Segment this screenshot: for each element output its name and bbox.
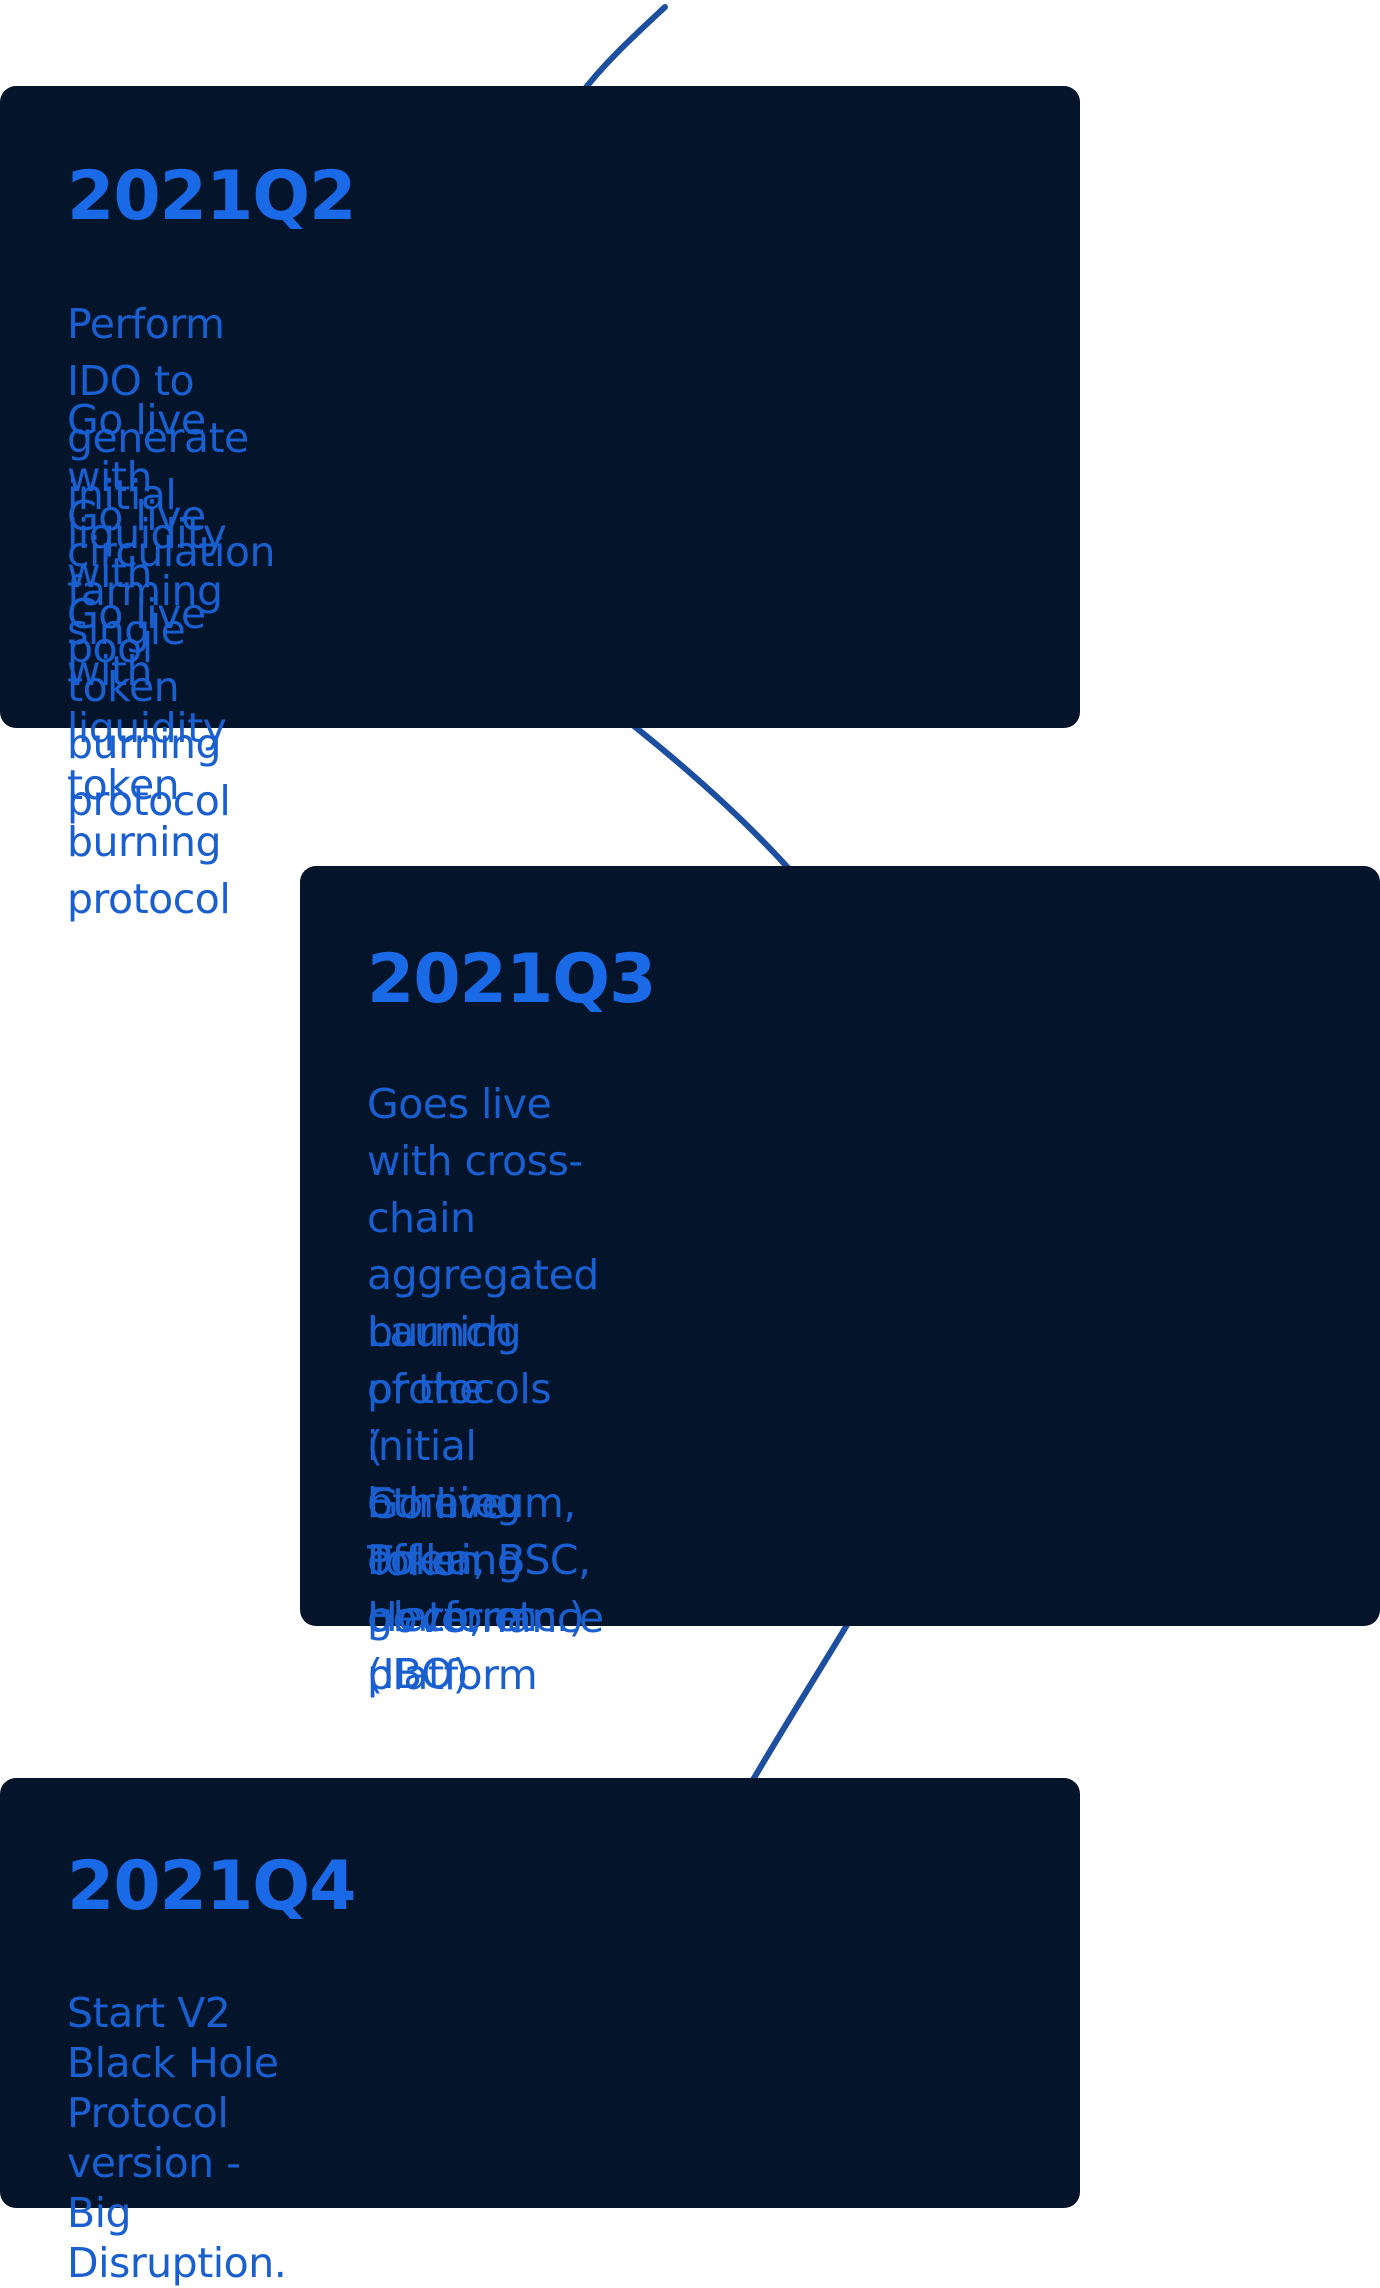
roadmap-card-2021q2: 2021Q2 Perform IDO to generate initial c…	[0, 86, 1080, 923]
card-title: 2021Q4	[67, 1847, 356, 1926]
card-title: 2021Q3	[367, 940, 656, 1019]
milestone-item: Go live with liquidity farming pool	[67, 396, 227, 672]
milestone-item: Goes live with cross-chain aggregated bu…	[367, 1080, 599, 1641]
timeline-connectors	[577, 4, 853, 1788]
connector-q2-q3	[617, 712, 793, 873]
milestone-item: Start V2 Black Hole Protocol version - B…	[67, 1989, 287, 2287]
milestone-item: Go live Token governance platform	[367, 1480, 604, 1699]
roadmap-card-2021q4: 2021Q4 Start V2 Black Hole Protocol vers…	[0, 1778, 1080, 2287]
roadmap-card-2021q3: 2021Q3 Goes live with cross-chain aggreg…	[300, 866, 1380, 1699]
connector-q3-q4	[747, 1617, 853, 1788]
milestone-item: Launch of the initial burning offering p…	[367, 1308, 538, 1698]
milestone-item: Go live with single token burning protoc…	[67, 492, 231, 825]
card-title: 2021Q2	[67, 157, 356, 236]
milestone-item: Go live with liquidity token burning pro…	[67, 590, 231, 923]
milestone-item: Perform IDO to generate initial circulat…	[67, 300, 275, 576]
connector-top	[577, 4, 668, 98]
